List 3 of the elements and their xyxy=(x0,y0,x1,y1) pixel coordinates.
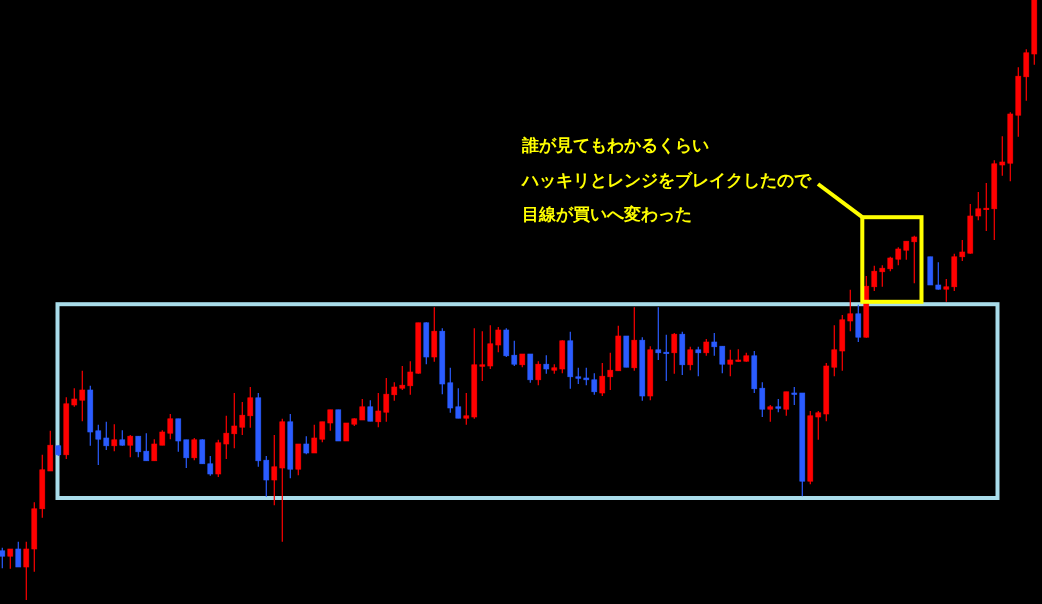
annotation: 目線が買いへ変わった xyxy=(522,205,692,224)
annotation: ハッキリとレンジをブレイクしたので xyxy=(520,170,812,190)
annotation: 誰が見てもわかるくらい xyxy=(521,136,709,155)
